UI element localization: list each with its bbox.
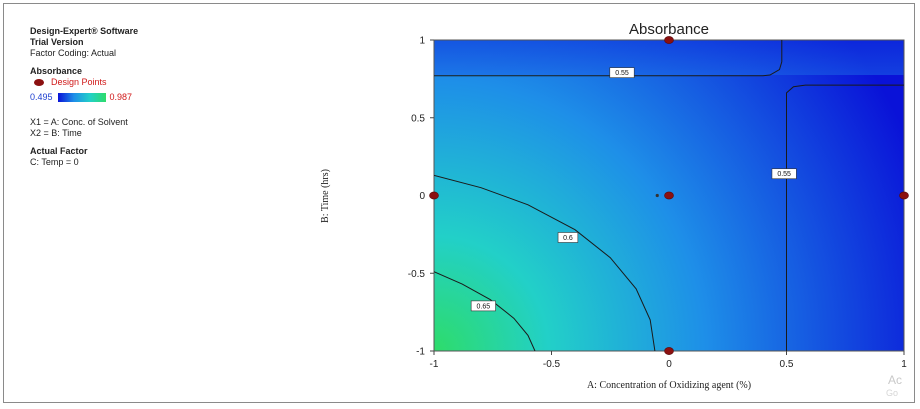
design-point-icon: [34, 79, 44, 86]
x-tick-label: 1: [901, 359, 907, 370]
watermark-text: Ac: [888, 373, 903, 387]
contour-label-box: [609, 67, 635, 78]
x-tick-label: 0: [666, 359, 672, 370]
x2-definition: X2 = B: Time: [30, 128, 82, 138]
software-name: Design-Expert® Software: [30, 26, 139, 36]
actual-factor-heading: Actual Factor: [30, 146, 88, 156]
factor-coding: Factor Coding: Actual: [30, 48, 117, 58]
figure-frame: [3, 3, 915, 403]
actual-factor-value: C: Temp = 0: [30, 157, 79, 167]
color-scale-bar: [57, 93, 106, 102]
color-scale: 0.495 0.987: [30, 92, 220, 103]
y-tick-label: -1: [416, 347, 425, 358]
upper-band-fill: [434, 40, 904, 75]
design-point: [664, 191, 674, 200]
response-name: Absorbance: [30, 66, 83, 76]
design-point: [664, 347, 674, 355]
x-tick-label: -1: [430, 359, 439, 370]
contour-label-box: [470, 300, 496, 312]
design-points-label: Design Points: [51, 77, 107, 87]
contour-label: 0.65: [477, 303, 491, 310]
legend-panel: Design-Expert® Software Trial Version Fa…: [30, 26, 220, 168]
design-point: [429, 191, 439, 200]
x-tick-label: 0.5: [780, 359, 794, 370]
x-tick-label: -0.5: [543, 359, 561, 370]
y-tick-label: 0: [419, 191, 425, 202]
y-axis-label: B: Time (hrs): [320, 169, 331, 223]
watermark-subtext: Go: [886, 388, 899, 398]
y-tick-label: 1: [419, 36, 425, 47]
chart-title: Absorbance: [629, 21, 709, 38]
design-point: [664, 36, 674, 44]
contour-label-box: [771, 168, 797, 180]
y-tick-label: 0.5: [411, 113, 425, 124]
contour-label: 0.55: [615, 70, 629, 77]
x-axis-label: A: Concentration of Oxidizing agent (%): [587, 380, 751, 391]
contour-0.55-upper: [434, 40, 783, 77]
contour-label: 0.6: [563, 235, 573, 242]
center-marker: [655, 193, 659, 198]
scale-max-label: 0.987: [109, 92, 133, 102]
y-tick-label: -0.5: [408, 269, 426, 280]
x1-definition: X1 = A: Conc. of Solvent: [30, 117, 128, 127]
contour-label-box: [557, 232, 579, 243]
contour-0.6-arc: [434, 174, 656, 351]
contour-0.65-arc: [434, 271, 536, 351]
contour-label: 0.55: [777, 171, 791, 178]
scale-min-label: 0.495: [30, 92, 53, 102]
design-point: [899, 191, 909, 200]
version-label: Trial Version: [30, 37, 84, 47]
design-points-legend: Design Points: [34, 77, 220, 88]
